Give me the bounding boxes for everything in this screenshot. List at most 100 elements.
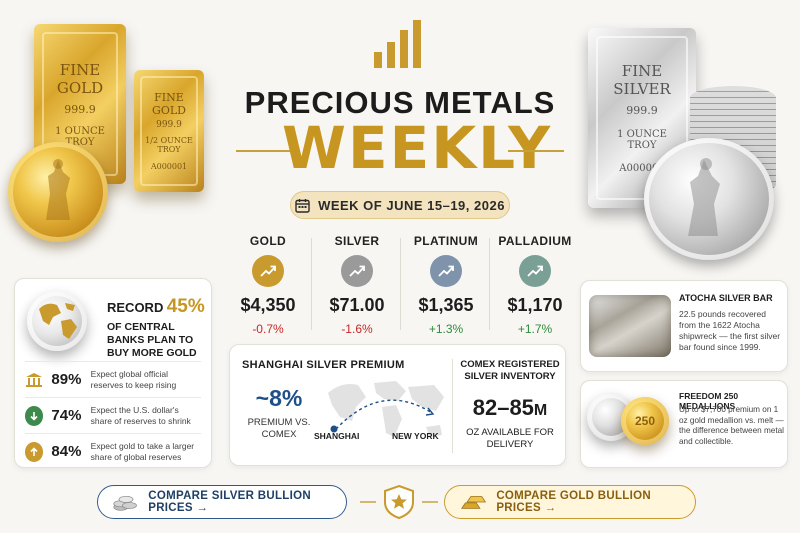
- metal-price: $1,170: [507, 295, 563, 315]
- metal-name: PLATINUM: [413, 234, 479, 248]
- metal-name: GOLD: [249, 234, 287, 248]
- freedom-title: FREEDOM 250 MEDALLIONS: [679, 391, 739, 411]
- metal-price: $4,350: [240, 295, 296, 315]
- metal-name: SILVER: [334, 234, 380, 248]
- divider-right: [422, 501, 438, 503]
- stat-text: Expect the U.S. dollar's share of reserv…: [90, 405, 191, 426]
- price-ticker-gold: GOLD $4,350 -0.7%: [224, 234, 312, 336]
- atocha-text: 22.5 pounds recovered from the 1622 Atoc…: [679, 309, 781, 353]
- central-banks-card: RECORD 45% OF CENTRAL BANKS PLAN TO BUY …: [14, 278, 212, 468]
- page-title-line1: PRECIOUS METALS: [244, 85, 556, 120]
- stat-value: 89%: [51, 371, 82, 388]
- silver-eagle-coin: [644, 138, 774, 260]
- record-text: OF CENTRAL BANKS PLAN TO BUY MORE GOLD: [107, 320, 197, 359]
- calendar-icon: [295, 198, 310, 213]
- stat-row: 84% Expect gold to take a larger share o…: [25, 433, 201, 469]
- gold-bar-large-line2: GOLD: [56, 78, 104, 97]
- trend-arrow-icon: [341, 255, 373, 287]
- price-ticker-platinum: PLATINUM $1,365 +1.3%: [402, 234, 490, 336]
- medallion-number: 250: [634, 414, 656, 428]
- metal-change: +1.7%: [517, 322, 553, 336]
- stat-row: 74% Expect the U.S. dollar's share of re…: [25, 397, 201, 433]
- atocha-bar-image: [589, 295, 671, 357]
- metal-change: -0.7%: [252, 322, 284, 336]
- week-badge: WEEK OF JUNE 15–19, 2026: [290, 191, 510, 219]
- stat-text: Expect global official reserves to keep …: [90, 369, 177, 390]
- gold-bar-small: FINE GOLD 999.9 1/2 OUNCE TROY A000001: [134, 70, 204, 192]
- trend-arrow-icon: [519, 255, 551, 287]
- week-label: WEEK OF JUNE 15–19, 2026: [318, 197, 505, 213]
- bar-chart-logo-icon: [374, 20, 421, 68]
- metal-price: $71.00: [329, 295, 385, 315]
- bank-icon: [25, 372, 43, 388]
- price-divider: [400, 238, 401, 330]
- stat-value: 84%: [51, 443, 82, 460]
- title-rule-left: [236, 150, 292, 152]
- price-divider: [311, 238, 312, 330]
- metal-name: PALLADIUM: [498, 234, 572, 248]
- comex-value: 82–85: [472, 395, 534, 420]
- gold-bar-small-serial: A000001: [150, 162, 188, 171]
- shanghai-value: ~8%: [255, 385, 303, 411]
- gold-bar-small-unit: TROY: [157, 145, 181, 154]
- comex-unit: M: [533, 402, 548, 419]
- silver-coins-icon: [113, 495, 137, 511]
- star-shield-icon: [384, 484, 414, 520]
- gold-eagle-coin: [8, 142, 108, 242]
- gold-bar-large-unit: TROY: [65, 136, 95, 148]
- trend-arrow-icon: [252, 255, 284, 287]
- price-ticker-silver: SILVER $71.00 -1.6%: [313, 234, 401, 336]
- divider-left: [360, 501, 376, 503]
- from-city: SHANGHAI: [314, 431, 360, 441]
- stat-row: 89% Expect global official reserves to k…: [25, 361, 201, 397]
- stat-value: 74%: [51, 407, 82, 424]
- down-arrow-icon: [25, 405, 44, 426]
- trend-arrow-icon: [430, 255, 462, 287]
- record-percent: 45%: [166, 296, 205, 317]
- price-divider: [489, 238, 490, 330]
- freedom-text: Up to $7,700 premium on 1 oz gold medall…: [679, 405, 784, 446]
- price-ticker-palladium: PALLADIUM $1,170 +1.7%: [491, 234, 579, 336]
- walking-liberty-icon: [688, 158, 720, 236]
- atocha-card: ATOCHA SILVER BAR 22.5 pounds recovered …: [580, 280, 788, 372]
- gold-bar-large-purity: 999.9: [64, 102, 96, 116]
- compare-silver-button[interactable]: COMPARE SILVER BULLION PRICES →: [97, 485, 347, 519]
- to-city: NEW YORK: [392, 431, 439, 441]
- up-arrow-icon: [25, 441, 44, 462]
- liberty-figure-icon: [46, 159, 70, 220]
- freedom-card: 250 FREEDOM 250 MEDALLIONS Up to $7,700 …: [580, 380, 788, 468]
- compare-silver-label: COMPARE SILVER BULLION PRICES →: [148, 490, 311, 514]
- compare-gold-button[interactable]: COMPARE GOLD BULLION PRICES →: [444, 485, 696, 519]
- title-rule-right: [508, 150, 564, 152]
- silver-bar-line1: FINE: [621, 62, 663, 80]
- comex-label: OZ AVAILABLE FOR DELIVERY: [466, 427, 554, 451]
- shanghai-label: PREMIUM VS. COMEX: [247, 417, 311, 441]
- silver-bar-serial: A000001: [619, 163, 665, 174]
- metal-change: +1.3%: [428, 322, 464, 336]
- gold-bar-large-weight: 1 OUNCE: [55, 125, 105, 137]
- comex-title: COMEX REGISTERED SILVER INVENTORY: [460, 359, 560, 383]
- compare-gold-label: COMPARE GOLD BULLION PRICES →: [496, 490, 651, 514]
- globe-icon: [27, 291, 87, 351]
- silver-bar-weight: 1 OUNCE: [617, 129, 667, 140]
- page-title-line2: WEEKLY: [282, 114, 553, 182]
- record-word: RECORD: [107, 300, 164, 315]
- atocha-title: ATOCHA SILVER BAR: [679, 293, 773, 303]
- silver-bar-unit: TROY: [627, 140, 657, 151]
- gold-bar-large-line1: FINE: [59, 60, 101, 79]
- shanghai-title: SHANGHAI SILVER PREMIUM: [242, 359, 405, 371]
- metal-change: -1.6%: [341, 322, 373, 336]
- silver-market-card: SHANGHAI SILVER PREMIUM ~8% PREMIUM VS. …: [229, 344, 566, 466]
- stat-text: Expect gold to take a larger share of gl…: [90, 441, 195, 462]
- gold-bar-small-line2: GOLD: [152, 104, 186, 117]
- gold-bars-icon: [461, 496, 487, 509]
- metal-price: $1,365: [418, 295, 474, 315]
- gold-bar-small-purity: 999.9: [156, 120, 182, 130]
- card-divider: [452, 359, 453, 453]
- gold-medallion-icon: 250: [621, 397, 669, 445]
- gold-bar-small-weight: 1/2 OUNCE: [145, 136, 193, 145]
- gold-bar-small-line1: FINE: [154, 91, 184, 104]
- world-map-icon: [328, 381, 444, 437]
- silver-bar-line2: SILVER: [613, 80, 671, 98]
- silver-bar-purity: 999.9: [626, 104, 658, 117]
